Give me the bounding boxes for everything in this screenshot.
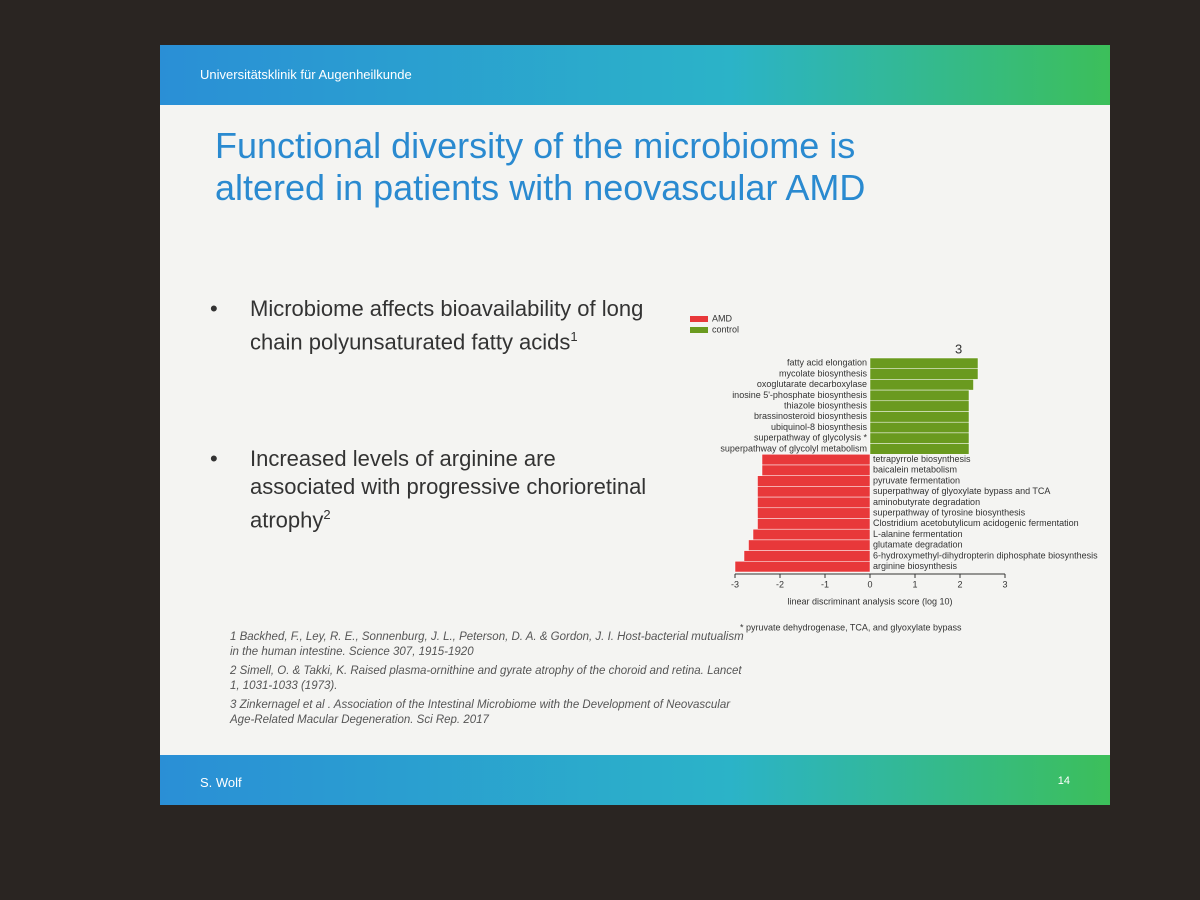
bar <box>757 486 871 498</box>
category-label: oxoglutarate decarboxylase <box>757 379 867 389</box>
slide: Universitätsklinik für Augenheilkunde Fu… <box>160 45 1110 805</box>
references: 1 Backhed, F., Ley, R. E., Sonnenburg, J… <box>230 630 750 732</box>
reference: 3 Zinkernagel et al . Association of the… <box>230 699 731 726</box>
bar <box>869 421 970 434</box>
x-axis-label: linear discriminant analysis score (log … <box>787 596 952 606</box>
category-label: pyruvate fermentation <box>873 475 960 485</box>
legend-label: AMD <box>712 313 733 323</box>
bar <box>757 475 871 487</box>
footnote: * pyruvate dehydrogenase, TCA, and glyox… <box>740 622 962 632</box>
category-label: L-alanine fermentation <box>873 529 963 539</box>
category-label: Clostridium acetobutylicum acidogenic fe… <box>873 518 1079 528</box>
legend-swatch <box>690 316 708 322</box>
x-tick-label: 1 <box>912 579 917 589</box>
legend-label: control <box>712 324 739 334</box>
bullet: Increased levels of arginine are associa… <box>210 445 660 534</box>
bullet-text: Increased levels of arginine are associa… <box>250 446 647 533</box>
x-tick-label: 2 <box>957 579 962 589</box>
category-label: superpathway of glycolyl metabolism <box>720 443 867 453</box>
bullet: Microbiome affects bioavailability of lo… <box>210 295 660 356</box>
author: S. Wolf <box>200 775 242 790</box>
category-label: baicalein metabolism <box>873 465 957 475</box>
bar <box>869 411 970 423</box>
reference: 2 Simell, O. & Takki, K. Raised plasma-o… <box>230 665 742 692</box>
source-marker: 3 <box>955 341 962 356</box>
category-label: ubiquinol-8 biosynthesis <box>771 422 868 432</box>
bar <box>869 368 979 380</box>
category-label: mycolate biosynthesis <box>779 368 868 378</box>
slide-title: Functional diversity of the microbiome i… <box>215 125 866 208</box>
bar <box>743 550 871 562</box>
category-label: thiazole biosynthesis <box>784 401 868 411</box>
bar <box>761 454 871 466</box>
bar <box>752 528 871 541</box>
category-label: superpathway of glyoxylate bypass and TC… <box>873 486 1050 496</box>
bar <box>748 539 871 551</box>
bar <box>869 443 970 455</box>
x-tick-label: -2 <box>776 579 784 589</box>
reference: 1 Backhed, F., Ley, R. E., Sonnenburg, J… <box>230 631 744 658</box>
bullet-text: Microbiome affects bioavailability of lo… <box>250 296 644 355</box>
category-label: fatty acid elongation <box>787 358 867 368</box>
chart: 3 linear discriminant analysis score (lo… <box>690 313 1098 632</box>
bullet-ref: 2 <box>323 507 331 522</box>
category-label: superpathway of tyrosine biosynthesis <box>873 508 1026 518</box>
bar <box>869 432 970 444</box>
category-label: superpathway of glycolysis * <box>754 433 868 443</box>
bullet-ref: 1 <box>570 329 578 344</box>
category-label: inosine 5'-phosphate biosynthesis <box>732 390 867 400</box>
bar <box>869 400 970 412</box>
x-tick-label: -1 <box>821 579 829 589</box>
header-band: Universitätsklinik für Augenheilkunde <box>160 45 1110 105</box>
category-label: glutamate degradation <box>873 540 963 550</box>
footer-band: S. Wolf 14 <box>160 755 1110 805</box>
x-tick-label: 0 <box>867 579 872 589</box>
category-label: brassinosteroid biosynthesis <box>754 411 868 421</box>
bar <box>869 389 970 402</box>
bar <box>734 561 871 573</box>
category-label: tetrapyrrole biosynthesis <box>873 454 971 464</box>
category-label: 6-hydroxymethyl-dihydropterin diphosphat… <box>873 550 1098 560</box>
category-label: arginine biosynthesis <box>873 561 958 571</box>
legend-swatch <box>690 327 708 333</box>
bar <box>869 379 974 391</box>
bar <box>757 518 871 530</box>
x-tick-label: 3 <box>1002 579 1007 589</box>
bar <box>757 507 871 519</box>
page-number: 14 <box>1057 775 1070 787</box>
bar <box>757 496 871 509</box>
category-label: aminobutyrate degradation <box>873 497 980 507</box>
bar <box>869 357 979 369</box>
bar <box>761 464 871 476</box>
institution: Universitätsklinik für Augenheilkunde <box>200 67 412 82</box>
x-tick-label: -3 <box>731 579 739 589</box>
